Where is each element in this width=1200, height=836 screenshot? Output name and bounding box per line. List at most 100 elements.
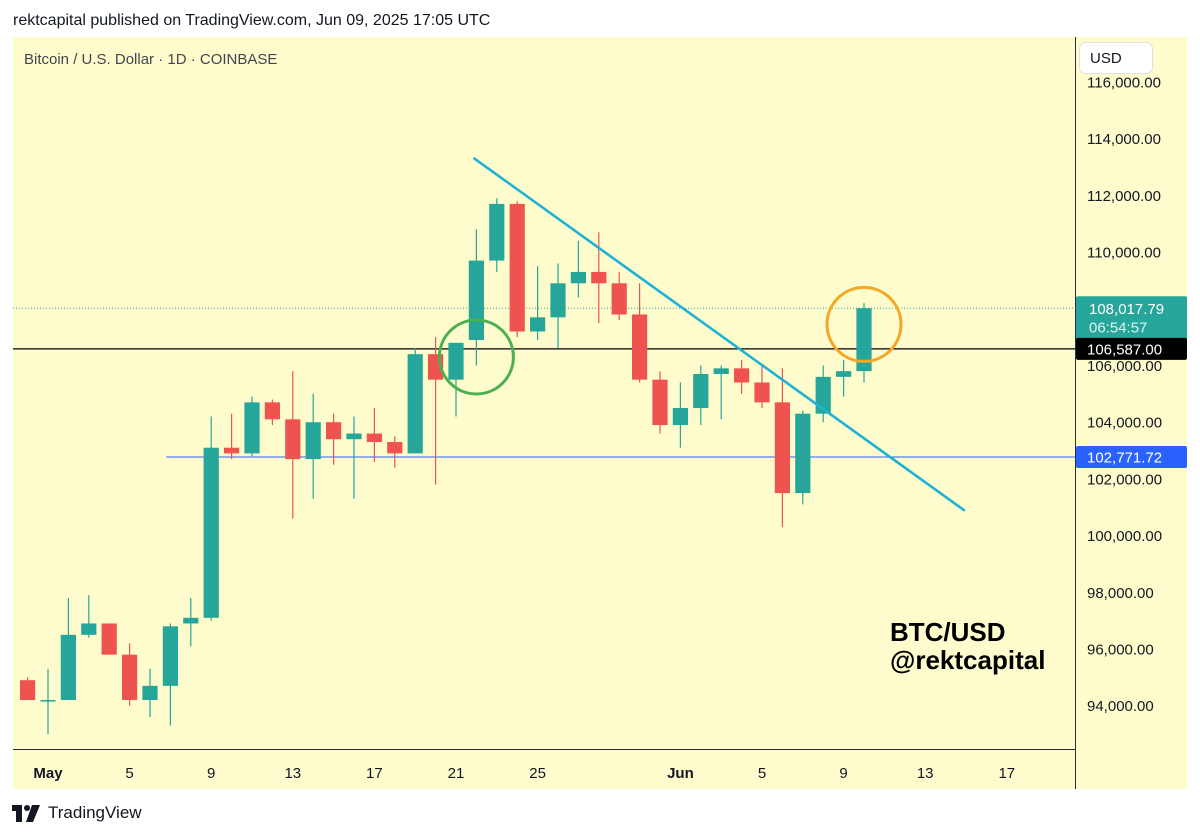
candle — [264, 399, 280, 426]
candle — [448, 342, 464, 417]
current-price-label: 108,017.79 — [1089, 301, 1164, 318]
candle — [611, 271, 627, 321]
candle — [836, 359, 852, 397]
candle-body — [754, 382, 770, 403]
candle-body — [407, 354, 423, 454]
candle — [509, 201, 525, 338]
x-tick-label: 5 — [125, 765, 133, 782]
candle — [795, 410, 811, 505]
time-axis[interactable] — [13, 750, 1075, 789]
candle-body — [60, 634, 76, 701]
candle — [856, 303, 872, 383]
support-price-tag — [1076, 446, 1187, 469]
candle-body — [346, 433, 362, 440]
candle — [81, 595, 97, 638]
y-tick-label: 100,000.00 — [1087, 528, 1162, 545]
candle — [285, 371, 301, 519]
candle-body — [774, 402, 790, 494]
candle — [224, 413, 240, 460]
bar-countdown-label: 06:54:57 — [1089, 319, 1147, 336]
candle-body — [40, 700, 56, 702]
y-tick-label: 106,000.00 — [1087, 358, 1162, 375]
candle — [346, 416, 362, 499]
candle-body — [162, 626, 178, 686]
candle — [60, 597, 76, 701]
candle — [570, 240, 586, 298]
candle-body — [489, 203, 505, 261]
support-price-label: 102,771.72 — [1087, 450, 1162, 467]
candle — [693, 365, 709, 426]
watermark-handle: @rektcapital — [890, 645, 1046, 675]
candle-body — [468, 260, 484, 340]
candle-body — [101, 623, 117, 655]
candle-body — [815, 376, 831, 414]
current-price-tag — [1076, 296, 1187, 342]
y-tick-label: 104,000.00 — [1087, 415, 1162, 432]
x-tick-label: 5 — [758, 765, 766, 782]
y-tick-label: 94,000.00 — [1087, 698, 1154, 715]
candle — [387, 436, 403, 468]
candle — [101, 623, 117, 655]
published-header: rektcapital published on TradingView.com… — [13, 12, 491, 29]
candle-body — [448, 342, 464, 380]
candle — [734, 359, 750, 394]
plot-area[interactable] — [13, 37, 1075, 749]
candle — [183, 597, 199, 647]
y-tick-label: 96,000.00 — [1087, 642, 1154, 659]
candle-body — [856, 308, 872, 372]
symbol-title: Bitcoin / U.S. Dollar · 1D · COINBASE — [24, 51, 277, 68]
candle-body — [652, 379, 668, 426]
candle — [244, 396, 260, 457]
breakout-circle-orange — [825, 285, 903, 363]
candle — [366, 408, 382, 462]
candle-body — [387, 442, 403, 454]
x-tick-label: Jun — [667, 765, 694, 782]
x-tick-label: 13 — [917, 765, 934, 782]
candle — [652, 371, 668, 434]
candle — [774, 368, 790, 528]
candle-body — [713, 368, 729, 375]
candle-body — [285, 419, 301, 460]
candle-body — [550, 283, 566, 318]
candle-body — [366, 433, 382, 443]
candle-body — [81, 623, 97, 635]
candle-body — [591, 271, 607, 284]
resistance-price-tag — [1076, 337, 1187, 360]
footer-brand[interactable]: TradingView — [12, 801, 142, 825]
candle — [20, 677, 36, 701]
candle — [815, 365, 831, 423]
currency-button[interactable]: USD — [1080, 43, 1152, 73]
candle-body — [693, 374, 709, 409]
candle-body — [734, 368, 750, 383]
watermark-pair: BTC/USD — [890, 617, 1006, 647]
candle — [40, 668, 56, 735]
candle-body — [305, 422, 321, 460]
candle — [122, 643, 138, 706]
x-tick-label: 25 — [529, 765, 546, 782]
y-tick-label: 98,000.00 — [1087, 585, 1154, 602]
breakout-circle-green — [437, 318, 515, 396]
candle-body — [836, 371, 852, 377]
y-tick-label: 112,000.00 — [1087, 188, 1161, 205]
candle-body — [244, 402, 260, 454]
candle — [489, 198, 505, 272]
resistance-price-label: 106,587.00 — [1087, 341, 1162, 358]
candle — [754, 365, 770, 409]
y-tick-label: 114,000.00 — [1087, 131, 1161, 148]
candle-body — [570, 271, 586, 284]
candle — [713, 365, 729, 420]
candle — [550, 263, 566, 349]
x-tick-label: 17 — [366, 765, 383, 782]
candle — [305, 393, 321, 499]
candle-body — [224, 447, 240, 454]
x-tick-label: 9 — [839, 765, 847, 782]
candle-body — [203, 447, 219, 618]
tradingview-logo-icon — [12, 804, 40, 822]
price-axis[interactable] — [1076, 37, 1187, 789]
candle-body — [326, 422, 342, 440]
y-tick-label: 102,000.00 — [1087, 471, 1162, 488]
candle — [530, 266, 546, 340]
y-tick-label: 116,000.00 — [1087, 75, 1161, 92]
candle-body — [530, 317, 546, 332]
